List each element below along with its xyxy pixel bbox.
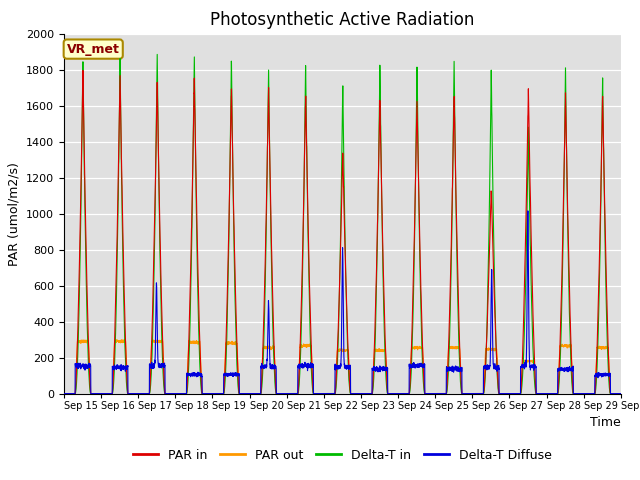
Y-axis label: PAR (umol/m2/s): PAR (umol/m2/s) bbox=[8, 162, 20, 265]
Title: Photosynthetic Active Radiation: Photosynthetic Active Radiation bbox=[210, 11, 475, 29]
Legend: PAR in, PAR out, Delta-T in, Delta-T Diffuse: PAR in, PAR out, Delta-T in, Delta-T Dif… bbox=[129, 444, 556, 467]
Text: VR_met: VR_met bbox=[67, 43, 120, 56]
X-axis label: Time: Time bbox=[590, 416, 621, 429]
